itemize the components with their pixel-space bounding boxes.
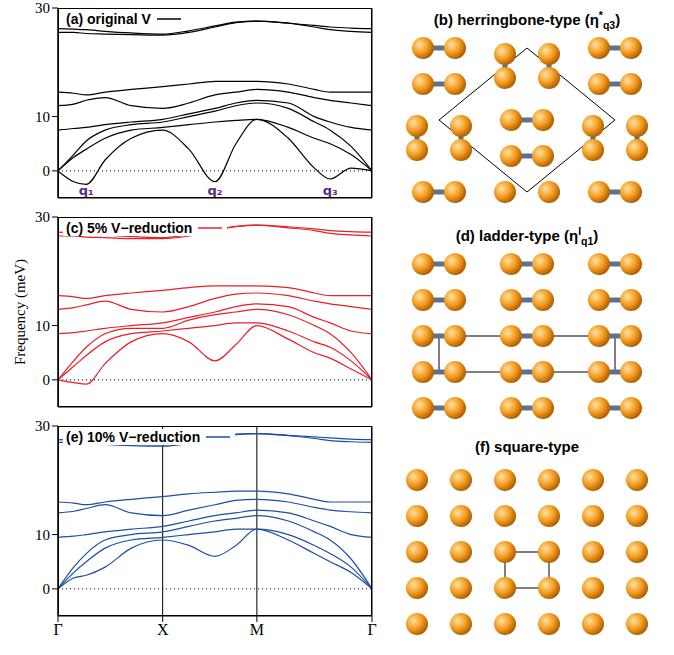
svg-text:10: 10 xyxy=(35,527,50,543)
html-text:(e) 10% V−reduction: (e) 10% V−reduction xyxy=(66,429,201,445)
svg-text:q₂: q₂ xyxy=(208,183,223,198)
html-text:(d) ladder-type (ηI: (d) ladder-type (ηI xyxy=(455,225,582,244)
svg-text:Γ: Γ xyxy=(53,621,62,638)
html-text:q1): q1) xyxy=(581,227,599,247)
svg-text:10: 10 xyxy=(35,109,50,125)
svg-text:X: X xyxy=(157,621,169,638)
svg-text:30: 30 xyxy=(35,418,50,434)
svg-text:q₃: q₃ xyxy=(323,183,338,198)
html-text:(c) 5% V−reduction: (c) 5% V−reduction xyxy=(66,220,193,236)
svg-text:30: 30 xyxy=(35,209,50,225)
svg-text:M: M xyxy=(250,621,264,638)
html-text:q3): q3) xyxy=(602,11,621,31)
html-text:(f) square-type: (f) square-type xyxy=(474,438,580,455)
html-text:(a) original V: (a) original V xyxy=(66,11,151,27)
svg-text:0: 0 xyxy=(43,581,51,597)
svg-text:0: 0 xyxy=(43,163,51,179)
svg-text:Γ: Γ xyxy=(367,621,376,638)
svg-text:30: 30 xyxy=(35,0,50,16)
html-text:(b) herringbone-type (η*: (b) herringbone-type (η* xyxy=(433,9,603,28)
svg-text:q₁: q₁ xyxy=(79,183,94,198)
svg-text:Frequency (meV): Frequency (meV) xyxy=(12,259,29,365)
svg-text:0: 0 xyxy=(43,372,51,388)
svg-text:10: 10 xyxy=(35,318,50,334)
